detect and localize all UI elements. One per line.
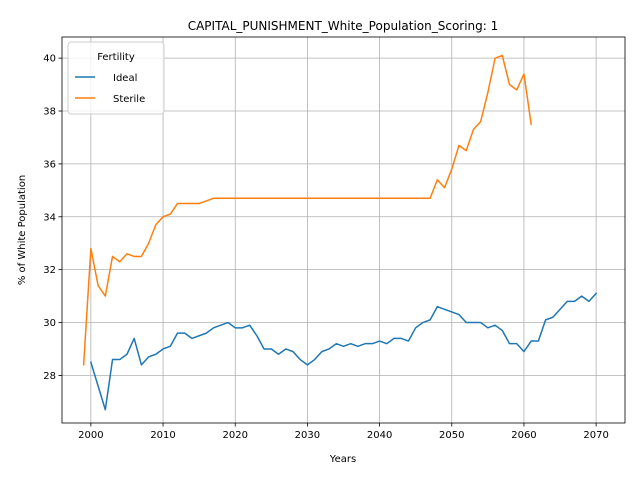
x-tick-label: 2050 (439, 430, 464, 441)
y-tick-label: 28 (43, 371, 56, 382)
series-layer (82, 54, 598, 411)
y-tick-label: 34 (43, 212, 56, 223)
x-tick-label: 2060 (511, 430, 536, 441)
grid-lines (62, 37, 625, 423)
series-line-ideal (89, 292, 598, 411)
legend-label-ideal: Ideal (113, 73, 137, 84)
y-tick-label: 40 (43, 54, 56, 65)
x-tick-label: 2020 (223, 430, 248, 441)
y-axis-title: % of White Population (17, 175, 28, 285)
y-tick-label: 32 (43, 265, 56, 276)
y-tick-label: 30 (43, 318, 56, 329)
plot-frame (61, 36, 626, 424)
chart-title: CAPITAL_PUNISHMENT_White_Population_Scor… (188, 19, 499, 33)
x-axis-title: Years (329, 454, 356, 465)
series-line-sterile (82, 54, 533, 366)
x-tick-label: 2010 (150, 430, 175, 441)
y-axis: 28 30 32 34 36 38 40 (43, 54, 62, 382)
x-tick-label: 2000 (78, 430, 103, 441)
legend-title: Fertility (97, 52, 135, 63)
legend-box (67, 41, 165, 115)
x-tick-label: 2030 (295, 430, 320, 441)
x-tick-label: 2070 (583, 430, 608, 441)
legend: Fertility Ideal Sterile (67, 41, 165, 115)
x-axis: 2000 2010 2020 2030 2040 2050 2060 2070 (78, 423, 609, 441)
y-tick-label: 36 (43, 159, 56, 170)
y-tick-label: 38 (43, 107, 56, 118)
x-tick-label: 2040 (367, 430, 392, 441)
legend-label-sterile: Sterile (113, 94, 145, 105)
